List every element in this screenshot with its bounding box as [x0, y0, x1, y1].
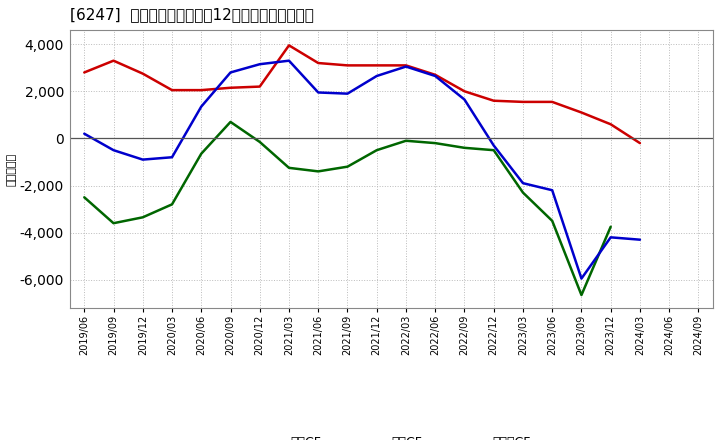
- Line: 営業CF: 営業CF: [84, 45, 640, 143]
- フリーCF: [226, 70, 235, 75]
- Legend: 営業CF, 投資CF, フリーCF: 営業CF, 投資CF, フリーCF: [247, 431, 536, 440]
- 投資CF: [548, 218, 557, 224]
- 投資CF: [197, 151, 206, 156]
- 営業CF: [548, 99, 557, 105]
- 投資CF: [606, 224, 615, 229]
- 投資CF: [460, 145, 469, 150]
- 営業CF: [226, 85, 235, 90]
- 投資CF: [343, 164, 352, 169]
- Y-axis label: （百万円）: （百万円）: [7, 153, 17, 186]
- フリーCF: [606, 235, 615, 240]
- フリーCF: [168, 154, 176, 160]
- フリーCF: [431, 73, 439, 79]
- フリーCF: [138, 157, 147, 162]
- 営業CF: [197, 88, 206, 93]
- 投資CF: [314, 169, 323, 174]
- 営業CF: [80, 70, 89, 75]
- フリーCF: [109, 147, 118, 153]
- フリーCF: [343, 91, 352, 96]
- 営業CF: [518, 99, 527, 105]
- 投資CF: [80, 194, 89, 200]
- 投資CF: [577, 293, 586, 298]
- フリーCF: [518, 180, 527, 186]
- フリーCF: [402, 64, 410, 69]
- 投資CF: [431, 140, 439, 146]
- フリーCF: [636, 237, 644, 242]
- 投資CF: [372, 147, 381, 153]
- 営業CF: [314, 60, 323, 66]
- フリーCF: [577, 276, 586, 281]
- フリーCF: [284, 58, 293, 63]
- 投資CF: [518, 190, 527, 195]
- フリーCF: [490, 143, 498, 148]
- 投資CF: [226, 119, 235, 125]
- 営業CF: [460, 88, 469, 94]
- 投資CF: [138, 215, 147, 220]
- 営業CF: [490, 98, 498, 103]
- フリーCF: [197, 104, 206, 109]
- Text: [6247]  キャッシュフローの12か月移動合計の推移: [6247] キャッシュフローの12か月移動合計の推移: [70, 7, 313, 22]
- フリーCF: [372, 73, 381, 79]
- 営業CF: [109, 58, 118, 63]
- Line: 投資CF: 投資CF: [84, 122, 611, 295]
- 投資CF: [109, 220, 118, 226]
- 投資CF: [490, 147, 498, 153]
- 営業CF: [168, 88, 176, 93]
- 営業CF: [606, 121, 615, 127]
- 投資CF: [168, 202, 176, 207]
- 投資CF: [256, 139, 264, 145]
- フリーCF: [314, 90, 323, 95]
- 営業CF: [577, 110, 586, 115]
- 営業CF: [636, 140, 644, 146]
- 営業CF: [138, 71, 147, 76]
- 営業CF: [284, 43, 293, 48]
- 投資CF: [402, 138, 410, 143]
- 投資CF: [284, 165, 293, 170]
- フリーCF: [460, 97, 469, 102]
- 営業CF: [343, 63, 352, 68]
- 営業CF: [402, 63, 410, 68]
- Line: フリーCF: フリーCF: [84, 61, 640, 279]
- 営業CF: [431, 72, 439, 77]
- フリーCF: [256, 62, 264, 67]
- フリーCF: [548, 187, 557, 193]
- 営業CF: [372, 63, 381, 68]
- フリーCF: [80, 131, 89, 136]
- 営業CF: [256, 84, 264, 89]
